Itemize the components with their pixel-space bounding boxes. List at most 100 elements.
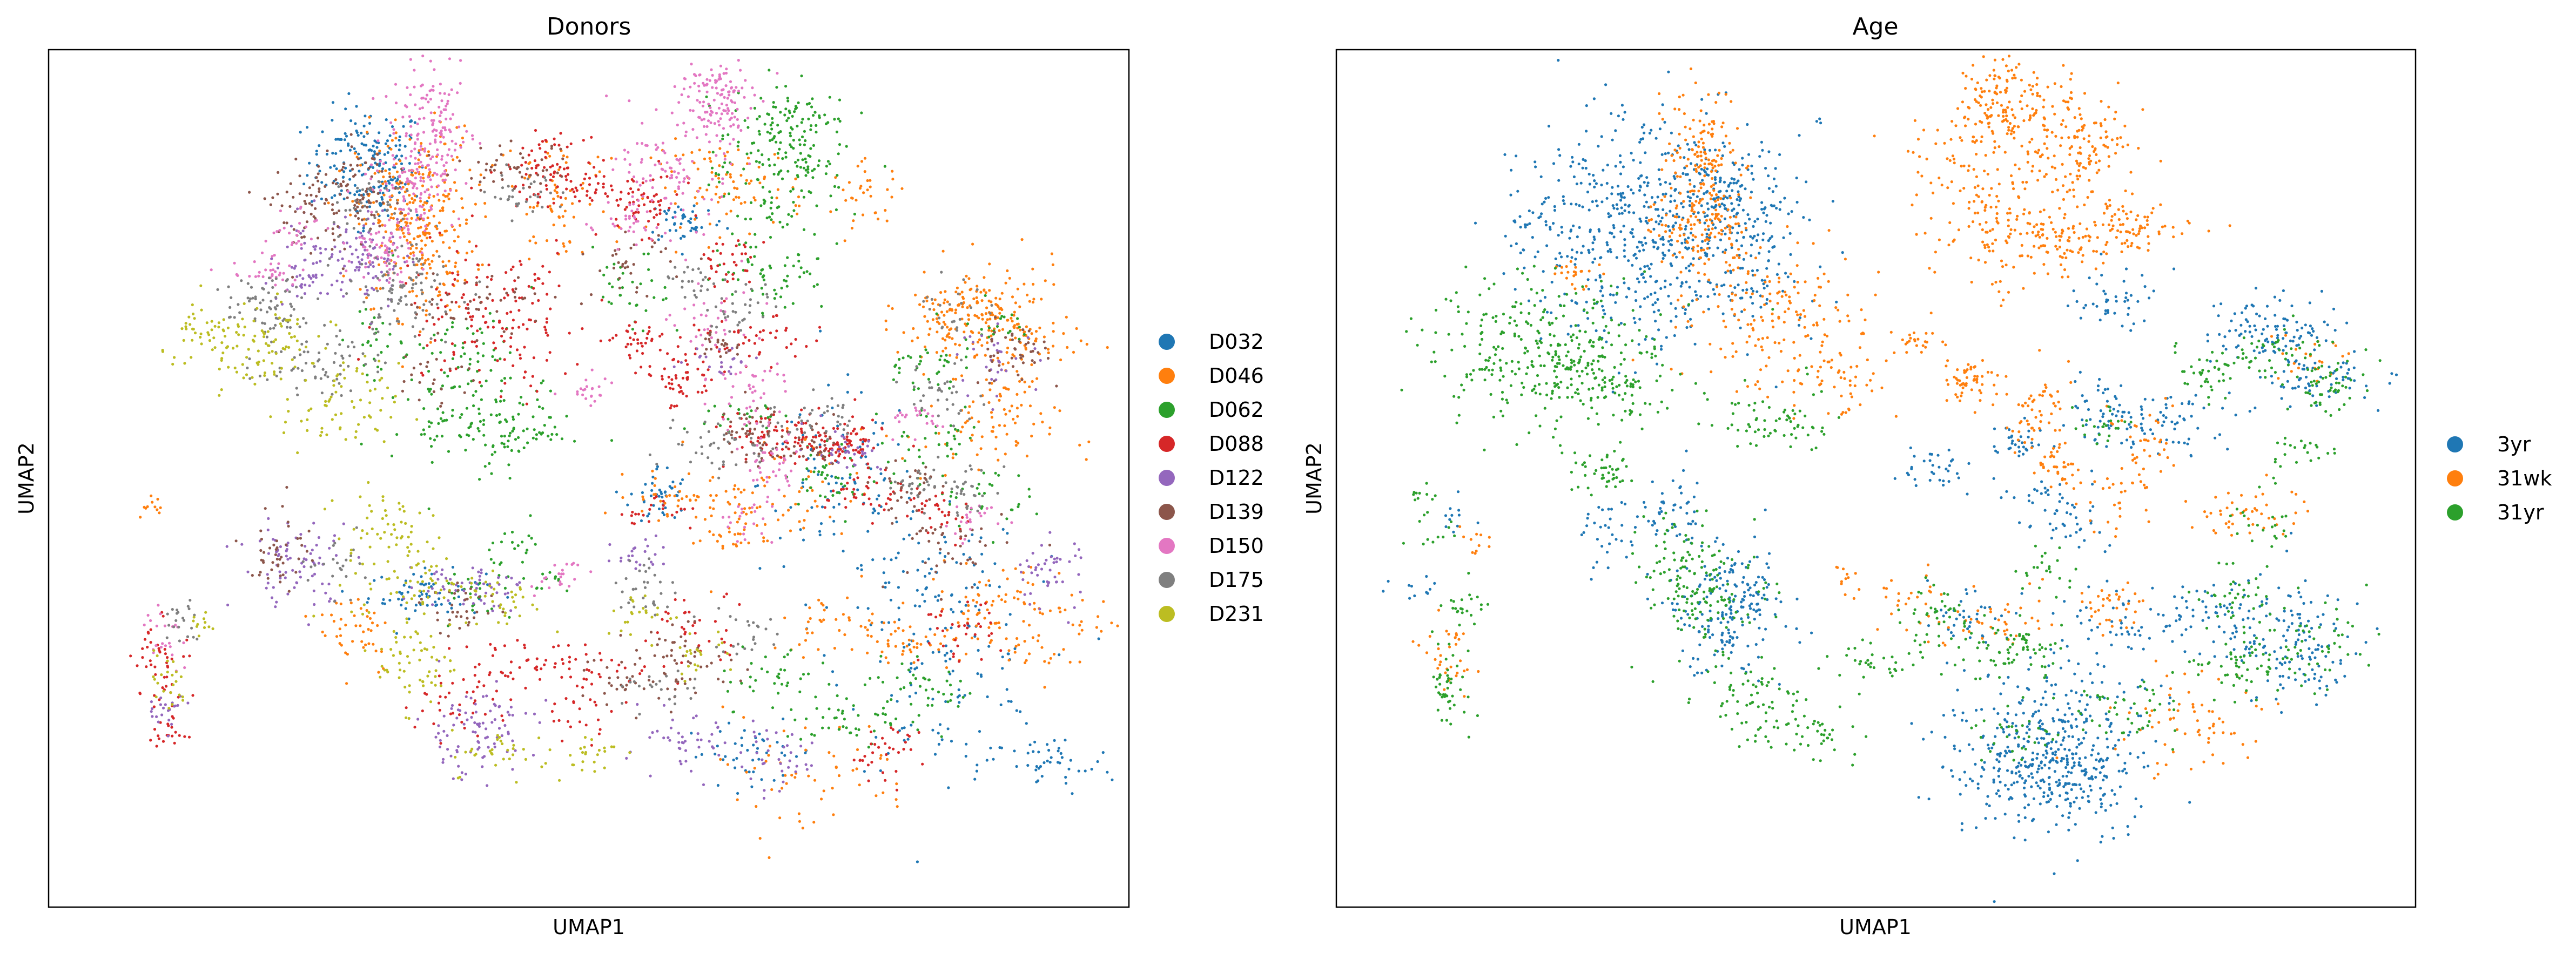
scatter-point	[728, 653, 731, 657]
scatter-point	[689, 661, 692, 665]
scatter-point	[748, 280, 751, 283]
scatter-point	[964, 596, 967, 599]
scatter-point	[319, 252, 322, 255]
scatter-point	[790, 708, 793, 711]
scatter-point	[1097, 615, 1100, 618]
scatter-point	[719, 252, 722, 255]
scatter-point	[606, 266, 609, 269]
scatter-point	[321, 130, 324, 133]
scatter-point	[825, 606, 828, 609]
scatter-point	[357, 598, 360, 601]
scatter-point	[410, 373, 413, 376]
scatter-point	[676, 345, 680, 348]
scatter-point	[644, 309, 648, 312]
scatter-point	[1079, 590, 1082, 594]
scatter-point	[625, 329, 628, 333]
scatter-point	[926, 351, 929, 355]
scatter-point	[1015, 765, 1018, 768]
scatter-point	[903, 726, 906, 729]
scatter-point	[835, 684, 838, 687]
scatter-point	[660, 490, 663, 494]
scatter-point	[715, 224, 718, 227]
scatter-point	[499, 400, 502, 403]
scatter-point	[882, 791, 885, 794]
scatter-point	[648, 326, 651, 329]
scatter-point	[853, 398, 857, 401]
scatter-point	[958, 701, 961, 704]
scatter-point	[488, 548, 491, 552]
scatter-point	[623, 208, 627, 211]
scatter-point	[886, 188, 889, 191]
scatter-point	[912, 661, 916, 664]
scatter-point	[944, 540, 947, 544]
scatter-point	[543, 326, 547, 329]
scatter-point	[615, 490, 618, 494]
scatter-point	[681, 735, 684, 739]
scatter-point	[159, 703, 162, 706]
scatter-point	[718, 730, 722, 733]
scatter-point	[680, 635, 683, 638]
scatter-point	[332, 619, 336, 623]
scatter-point	[442, 714, 446, 718]
scatter-point	[481, 721, 485, 725]
scatter-point	[572, 215, 575, 219]
scatter-point	[975, 769, 978, 773]
scatter-point	[388, 168, 391, 171]
scatter-point	[862, 427, 865, 430]
scatter-point	[141, 656, 144, 659]
scatter-point	[860, 391, 863, 394]
scatter-point	[303, 241, 306, 245]
scatter-point	[628, 201, 631, 204]
scatter-point	[1010, 316, 1013, 320]
scatter-point	[980, 313, 984, 316]
scatter-point	[465, 222, 468, 225]
scatter-point	[763, 175, 766, 179]
scatter-point	[506, 312, 509, 315]
scatter-point	[745, 435, 748, 438]
scatter-point	[420, 141, 423, 145]
scatter-point	[749, 255, 752, 259]
scatter-point	[924, 465, 927, 469]
scatter-point	[360, 640, 364, 643]
scatter-point	[799, 427, 803, 430]
scatter-point	[478, 574, 481, 578]
scatter-point	[952, 434, 956, 438]
scatter-point	[566, 589, 569, 592]
scatter-point	[473, 611, 476, 614]
scatter-point	[799, 266, 803, 269]
scatter-point	[587, 668, 591, 672]
scatter-point	[1087, 440, 1091, 443]
scatter-point	[632, 338, 635, 341]
scatter-point	[758, 115, 761, 118]
scatter-point	[507, 463, 510, 467]
scatter-point	[945, 652, 949, 655]
scatter-point	[866, 607, 870, 610]
scatter-point	[1079, 556, 1082, 559]
scatter-point	[939, 548, 942, 551]
scatter-point	[998, 329, 1001, 332]
scatter-point	[1043, 562, 1046, 565]
scatter-point	[150, 494, 153, 498]
scatter-point	[288, 557, 292, 560]
scatter-point	[840, 477, 844, 480]
scatter-point	[491, 355, 494, 359]
scatter-point	[561, 739, 564, 742]
scatter-point	[399, 181, 402, 185]
scatter-point	[343, 247, 346, 251]
scatter-point	[566, 156, 569, 159]
scatter-point	[342, 197, 346, 200]
scatter-point	[853, 212, 856, 216]
scatter-point	[284, 571, 287, 574]
scatter-point	[619, 198, 622, 201]
scatter-point	[418, 594, 421, 598]
scatter-point	[441, 568, 444, 571]
scatter-point	[310, 200, 314, 203]
scatter-point	[967, 411, 970, 415]
scatter-point	[312, 589, 315, 592]
scatter-point	[802, 656, 805, 659]
scatter-point	[785, 427, 789, 430]
scatter-point	[492, 561, 496, 565]
scatter-point	[871, 558, 875, 562]
scatter-point	[259, 529, 263, 532]
scatter-point	[185, 638, 189, 641]
